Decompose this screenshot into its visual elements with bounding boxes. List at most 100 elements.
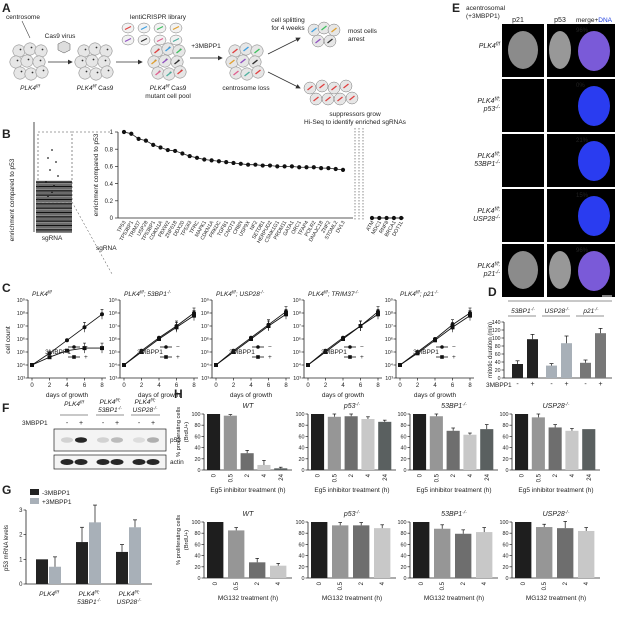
text-pool-cas9: Cas9 (169, 85, 186, 92)
data-point-NF2 (253, 162, 258, 167)
x-tick-label: 0 (521, 581, 527, 585)
genotype-superscript: f/f (140, 290, 145, 295)
data-point-PRKDC (216, 159, 221, 164)
band-actin (60, 459, 74, 465)
x-tick-label: 2 (359, 581, 365, 585)
x-tick-label: 0.5 (434, 473, 440, 482)
y-tick-label: 20 (299, 457, 305, 463)
genotype-name: 53BP1 (511, 308, 531, 315)
y-tick-label: 3 (19, 508, 23, 514)
bar-2h (353, 525, 370, 578)
bar-0.5h (531, 417, 545, 470)
centrosome-dot (84, 48, 87, 51)
point-plus (65, 348, 69, 353)
sgrna-mark (229, 59, 235, 65)
y-tick-label: 20 (401, 457, 407, 463)
genotype-name: 53BP1 (98, 407, 118, 414)
lane-sign: - (66, 420, 69, 427)
centrosome-dot (30, 46, 33, 49)
zoom-connector (71, 201, 113, 275)
bar-2h (548, 427, 562, 470)
band-actin (146, 459, 160, 465)
point-plus (214, 363, 218, 367)
bar-2h (557, 528, 574, 578)
group-label: p21-/- (582, 307, 599, 315)
bar-0h (311, 414, 325, 470)
data-point-TFAP4 (304, 165, 309, 170)
x-tick-label: 0 (306, 383, 310, 389)
genotype-name: USP28 (543, 403, 565, 410)
band-p53 (147, 437, 159, 443)
text-library: lentiCRISPR library (130, 14, 187, 21)
chart-title: PLK4f/f; TRIM37-/- (308, 290, 359, 298)
legend-minus: − (360, 344, 364, 351)
cell (20, 54, 34, 68)
y-tick-label: 0 (198, 468, 201, 474)
y-tick-label: 40 (503, 446, 509, 452)
sgrna-mark (311, 27, 317, 33)
sgrna-mark (124, 37, 132, 43)
y-tick-label: 10⁷ (17, 324, 25, 330)
x-tick-label: 2 (563, 581, 569, 585)
data-point-TP53BP1 (129, 131, 134, 136)
panel-label: C (2, 281, 11, 295)
y-tick-label: 0 (198, 576, 201, 582)
y-tick-label: 20 (503, 565, 509, 571)
genotype-superscript: -/- (565, 510, 570, 516)
bar-p21 + (595, 333, 606, 378)
text-arrest: arrest (348, 36, 365, 43)
sgrna-mark (255, 69, 261, 75)
lane-sign: + (79, 420, 83, 427)
data-point-CSNK1G1 (275, 164, 280, 169)
legend-plus: + (360, 354, 364, 361)
x-tick-label: 4 (249, 383, 253, 389)
legend-minus: − (452, 344, 456, 351)
y-tick-label: 60 (503, 542, 509, 548)
sgrna-mark (174, 59, 180, 65)
x-tick-label: 0.5 (338, 581, 344, 590)
x-tick-label: 0 (316, 473, 322, 477)
y-tick-label: 10⁵ (293, 350, 301, 356)
x-tick-label: 24 (383, 473, 389, 480)
x-tick-label: 0 (419, 581, 425, 585)
bar--3MBPP1 (76, 542, 88, 584)
bar-4h (257, 464, 271, 470)
header-3mbpp1: (+3MBPP1) (466, 13, 500, 20)
point-minus (82, 325, 87, 330)
cell (77, 44, 91, 58)
scatter-dot (51, 149, 53, 151)
genotype-name: PLK4 (39, 591, 55, 598)
sgrna-mark (254, 48, 260, 54)
chart-title: WT (243, 403, 255, 410)
x-tick-label: 4 (468, 473, 474, 477)
chart-title: p53-/- (343, 510, 361, 518)
y-tick-label: 10⁴ (109, 363, 118, 369)
x-tick-label: 4 (341, 383, 345, 389)
y-tick-label: 140 (492, 320, 501, 326)
genotype-name: PLK4 (77, 85, 93, 92)
x-tick-label: 8 (284, 383, 288, 389)
x-tick-label: 2 (349, 473, 355, 477)
y-tick-label: 60 (401, 542, 407, 548)
point-minus (47, 351, 52, 356)
y-tick-label: 100 (296, 412, 305, 418)
bar-USP28 - (546, 365, 557, 378)
genotype-name: PLK4 (477, 263, 494, 270)
x-tick-label: 4 (482, 581, 488, 585)
cell (78, 66, 92, 80)
x-tick-label: 0 (214, 383, 218, 389)
f-col2b: 53BP1-/- (98, 406, 122, 414)
y-tick-label: 80 (495, 344, 501, 350)
genotype-name: p53 (343, 403, 356, 410)
x-tick-label: 2 (140, 383, 144, 389)
x-tick-label: 24 (279, 473, 285, 480)
y-tick-label: 40 (195, 554, 201, 560)
gene-tick-label: TP53 (116, 220, 127, 234)
legend-marker-plus (256, 355, 260, 359)
genotype-superscript: f/f; (494, 97, 500, 103)
panel-label: F (2, 401, 9, 415)
data-point-STOML2 (333, 166, 338, 172)
sgrna-mark (315, 38, 321, 44)
cell (85, 54, 99, 68)
y-tick-label: 80 (299, 531, 305, 537)
